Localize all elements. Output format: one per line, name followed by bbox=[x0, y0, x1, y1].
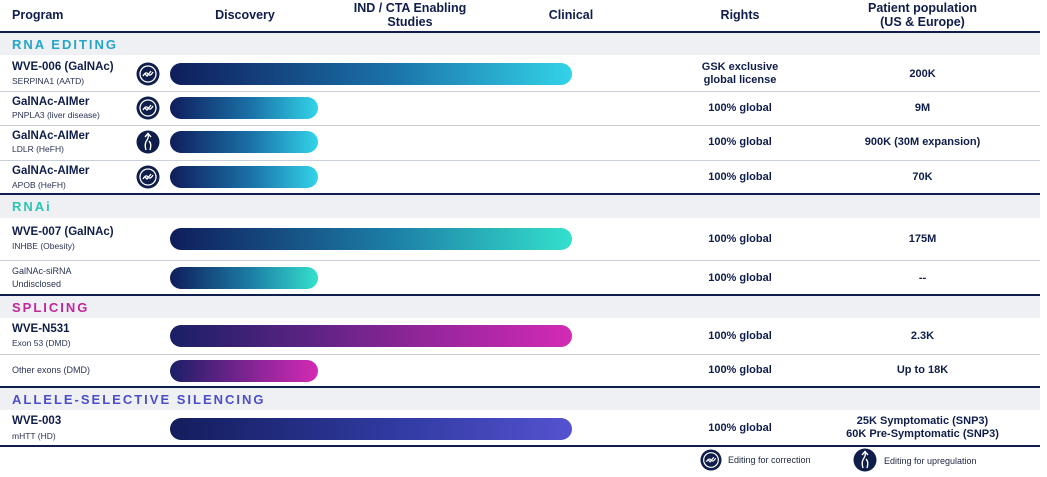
rights-value: GSK exclusive global license bbox=[680, 61, 800, 87]
editing-correction-icon bbox=[136, 165, 160, 189]
header-rights: Rights bbox=[720, 8, 760, 22]
editing-correction-icon bbox=[136, 96, 160, 120]
progress-bar-ldlr bbox=[170, 131, 318, 153]
section-divider bbox=[0, 386, 1040, 388]
progress-bar-wve-006 bbox=[170, 63, 572, 85]
program-target: Exon 53 (DMD) bbox=[12, 338, 71, 348]
rights-value: 100% global bbox=[708, 102, 772, 114]
population-value: 900K (30M expansion) bbox=[864, 136, 981, 148]
table-bottom-divider bbox=[0, 445, 1040, 447]
header-population: Patient population (US & Europe) bbox=[820, 1, 1025, 29]
population-value: 70K bbox=[912, 171, 933, 183]
population-value: 9M bbox=[914, 102, 931, 114]
section-allele bbox=[0, 388, 1040, 410]
population-value: -- bbox=[918, 272, 927, 284]
program-target: mHTT (HD) bbox=[12, 431, 56, 441]
row-divider bbox=[0, 160, 1040, 161]
header-ind-line2: Studies bbox=[387, 15, 433, 29]
row-divider bbox=[0, 260, 1040, 261]
population-value: 175M bbox=[908, 233, 937, 245]
progress-bar-wve-n531 bbox=[170, 325, 572, 347]
program-target: Undisclosed bbox=[12, 279, 62, 289]
population-value: 200K bbox=[909, 68, 936, 80]
section-divider bbox=[0, 294, 1040, 296]
program-name: WVE-N531 bbox=[12, 323, 70, 335]
progress-bar-other-exons bbox=[170, 360, 318, 382]
program-name: WVE-006 (GalNAc) bbox=[12, 61, 114, 73]
population-value: 2.3K bbox=[910, 330, 935, 342]
header-population-line1: Patient population bbox=[867, 1, 978, 15]
program-name: WVE-007 (GalNAc) bbox=[12, 226, 114, 238]
rights-value: 100% global bbox=[708, 364, 772, 376]
section-title-rna-editing: RNA EDITING bbox=[12, 37, 119, 52]
program-target: APOB (HeFH) bbox=[12, 180, 66, 190]
program-name: GalNAc-siRNA bbox=[12, 266, 72, 276]
population-value: Up to 18K bbox=[896, 364, 949, 376]
legend-correction-icon bbox=[700, 449, 722, 471]
row-divider bbox=[0, 91, 1040, 92]
program-target: INHBE (Obesity) bbox=[12, 241, 75, 251]
header-clinical: Clinical bbox=[548, 8, 594, 22]
program-name: GalNAc-AIMer bbox=[12, 165, 90, 177]
header-program: Program bbox=[12, 8, 64, 22]
header-population-line2: (US & Europe) bbox=[880, 15, 965, 29]
progress-bar-apob bbox=[170, 166, 318, 188]
rights-value: 100% global bbox=[708, 330, 772, 342]
row-divider bbox=[0, 354, 1040, 355]
rights-value: 100% global bbox=[708, 171, 772, 183]
header-ind-cta: IND / CTA Enabling Studies bbox=[330, 1, 490, 29]
population-value: 25K Symptomatic (SNP3) 60K Pre-Symptomat… bbox=[820, 415, 1025, 441]
rights-line1: GSK exclusive bbox=[701, 61, 779, 73]
progress-bar-wve-003 bbox=[170, 418, 572, 440]
header-discovery: Discovery bbox=[215, 8, 275, 22]
rights-value: 100% global bbox=[708, 136, 772, 148]
section-title-rnai: RNAi bbox=[12, 199, 52, 214]
progress-bar-wve-007 bbox=[170, 228, 572, 250]
rights-value: 100% global bbox=[708, 233, 772, 245]
program-target: SERPINA1 (AATD) bbox=[12, 76, 85, 86]
program-target: PNPLA3 (liver disease) bbox=[12, 110, 100, 120]
section-title-allele: ALLELE-SELECTIVE SILENCING bbox=[12, 392, 266, 407]
program-name: GalNAc-AIMer bbox=[12, 96, 90, 108]
rights-value: 100% global bbox=[708, 272, 772, 284]
program-name: WVE-003 bbox=[12, 415, 62, 427]
program-name: GalNAc-AIMer bbox=[12, 130, 90, 142]
progress-bar-galnac-sirna bbox=[170, 267, 318, 289]
rights-value: 100% global bbox=[708, 422, 772, 434]
section-rnai bbox=[0, 195, 1040, 218]
editing-upregulation-icon bbox=[136, 130, 160, 154]
program-target: LDLR (HeFH) bbox=[12, 144, 64, 154]
row-divider bbox=[0, 125, 1040, 126]
population-line2: 60K Pre-Symptomatic (SNP3) bbox=[846, 428, 999, 440]
header-divider bbox=[0, 31, 1040, 33]
section-divider bbox=[0, 193, 1040, 195]
progress-bar-pnpla3 bbox=[170, 97, 318, 119]
rights-line2: global license bbox=[703, 74, 777, 86]
header-ind-line1: IND / CTA Enabling bbox=[353, 1, 467, 15]
program-name: Other exons (DMD) bbox=[12, 365, 91, 375]
section-splicing bbox=[0, 296, 1040, 318]
section-title-splicing: SPLICING bbox=[12, 300, 90, 315]
section-rna-editing bbox=[0, 33, 1040, 55]
legend-correction-label: Editing for correction bbox=[728, 455, 811, 465]
legend-upregulation-label: Editing for upregulation bbox=[884, 456, 977, 466]
editing-correction-icon bbox=[136, 62, 160, 86]
legend-upregulation-icon bbox=[853, 448, 877, 472]
population-line1: 25K Symptomatic (SNP3) bbox=[856, 415, 989, 427]
